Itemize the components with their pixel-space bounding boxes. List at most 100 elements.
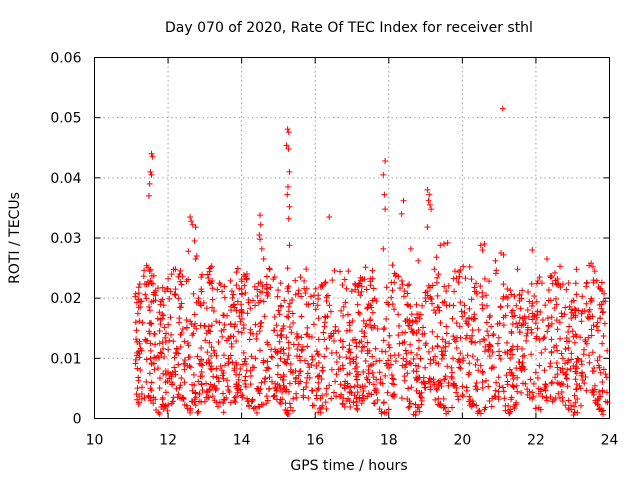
- data-point: [479, 379, 486, 386]
- data-point: [214, 286, 221, 293]
- data-point: [177, 395, 184, 402]
- data-point: [502, 349, 509, 356]
- data-point: [179, 325, 186, 332]
- data-point: [481, 241, 488, 248]
- data-point: [508, 396, 515, 403]
- data-point: [412, 317, 419, 324]
- data-point: [511, 312, 518, 319]
- data-point: [459, 393, 466, 400]
- data-point: [206, 339, 213, 346]
- data-point: [136, 281, 143, 288]
- data-point: [586, 359, 593, 366]
- data-point: [477, 338, 483, 345]
- data-point: [250, 405, 257, 412]
- data-point: [257, 212, 264, 219]
- data-point: [426, 201, 433, 208]
- y-tick-label: 0: [73, 412, 82, 428]
- data-point: [135, 401, 142, 408]
- data-point: [189, 387, 196, 394]
- data-point: [597, 393, 604, 400]
- data-point: [428, 206, 435, 213]
- data-point: [419, 302, 426, 309]
- data-point: [322, 314, 329, 321]
- data-point: [599, 388, 606, 395]
- data-point: [337, 381, 344, 388]
- data-point: [388, 372, 395, 379]
- data-point: [399, 329, 406, 336]
- data-point: [434, 343, 441, 350]
- data-point: [246, 402, 252, 409]
- data-point: [469, 327, 476, 334]
- data-point: [139, 384, 146, 391]
- data-point: [555, 281, 561, 288]
- data-point: [362, 264, 369, 271]
- data-point: [286, 400, 293, 407]
- data-point: [224, 312, 231, 319]
- data-point: [201, 322, 208, 329]
- data-point: [280, 382, 287, 389]
- data-point: [273, 396, 280, 403]
- data-point: [536, 336, 543, 343]
- data-point: [216, 280, 223, 287]
- data-point: [474, 356, 481, 363]
- data-point: [268, 353, 275, 360]
- data-point: [477, 242, 484, 249]
- data-point: [420, 374, 427, 381]
- data-point: [509, 343, 516, 350]
- data-point: [358, 348, 365, 355]
- data-point: [365, 390, 372, 397]
- data-point: [475, 326, 482, 333]
- data-point: [253, 409, 260, 416]
- data-point: [502, 402, 509, 409]
- data-point: [279, 388, 286, 395]
- data-point: [443, 323, 450, 330]
- data-point: [175, 295, 182, 302]
- data-point: [295, 372, 302, 379]
- data-point: [602, 398, 609, 405]
- data-point: [177, 343, 184, 350]
- data-point: [381, 191, 388, 198]
- data-point: [597, 369, 604, 376]
- data-point: [488, 365, 495, 372]
- data-point: [249, 364, 256, 371]
- data-point: [514, 266, 521, 273]
- data-point: [247, 367, 254, 374]
- data-point: [167, 288, 174, 295]
- data-point: [390, 381, 397, 388]
- data-point: [175, 391, 182, 398]
- data-point: [145, 280, 152, 287]
- data-point: [233, 381, 240, 388]
- data-point: [477, 282, 484, 289]
- data-point: [304, 343, 311, 350]
- data-point: [262, 375, 269, 382]
- data-point: [528, 351, 535, 358]
- data-point: [581, 307, 588, 314]
- data-point: [400, 293, 407, 300]
- data-point: [278, 327, 285, 334]
- data-point: [203, 305, 210, 312]
- data-point: [282, 359, 289, 366]
- data-point: [455, 396, 462, 403]
- data-point: [600, 407, 607, 414]
- data-point: [554, 364, 561, 371]
- data-point: [314, 387, 321, 394]
- data-point: [448, 373, 455, 380]
- data-point: [304, 324, 311, 331]
- data-point: [141, 394, 148, 401]
- data-point: [551, 269, 558, 276]
- data-point: [541, 334, 548, 341]
- data-point: [564, 383, 571, 390]
- data-point: [516, 329, 523, 336]
- data-point: [573, 359, 580, 366]
- data-point: [157, 349, 164, 356]
- data-point: [219, 333, 226, 340]
- data-point: [339, 362, 346, 369]
- data-point: [529, 389, 536, 396]
- data-point: [230, 291, 237, 298]
- data-point: [391, 270, 398, 277]
- data-point: [466, 315, 473, 322]
- data-point: [514, 388, 521, 395]
- data-point: [450, 381, 457, 388]
- data-point: [548, 336, 555, 343]
- data-point: [583, 340, 590, 347]
